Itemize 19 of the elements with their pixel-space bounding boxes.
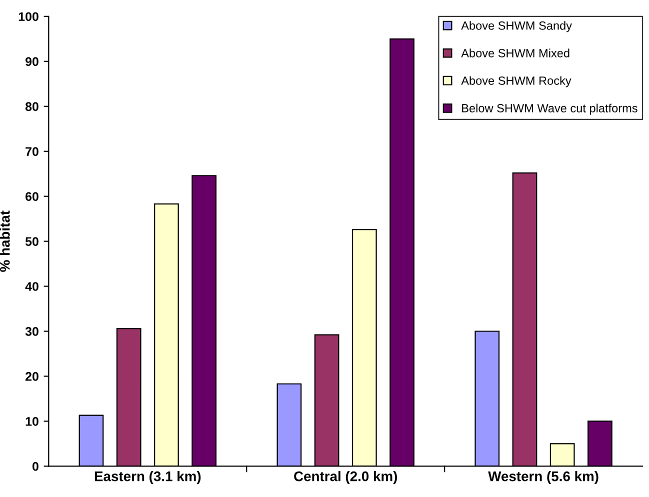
y-tick-label: 20 (25, 372, 38, 381)
y-tick-label: 30 (25, 327, 38, 336)
y-tick-label: 100 (18, 12, 38, 22)
y-tick-label: 90 (25, 57, 38, 66)
legend-label: Above SHWM Rocky (461, 76, 572, 88)
y-tick-label: 0 (32, 462, 38, 471)
y-tick-label: 40 (25, 282, 38, 291)
y-tick-label: 70 (26, 147, 38, 156)
x-tick-label: Eastern (3.1 km) (94, 471, 201, 484)
y-axis-title: % habitat (0, 210, 10, 272)
y-tick-label: 60 (26, 192, 38, 201)
y-tick-label: 10 (26, 417, 38, 426)
legend-label: Below SHWM Wave cut platforms (462, 104, 638, 115)
y-tick-label: 50 (25, 237, 38, 246)
legend-label: Above SHWM Sandy (461, 21, 572, 32)
x-tick-label: Central (2.0 km) (294, 471, 398, 484)
legend-label: Above SHWM Mixed (461, 48, 570, 58)
y-tick-label: 80 (25, 102, 38, 112)
x-tick-label: Western (5.6 km) (488, 471, 598, 484)
